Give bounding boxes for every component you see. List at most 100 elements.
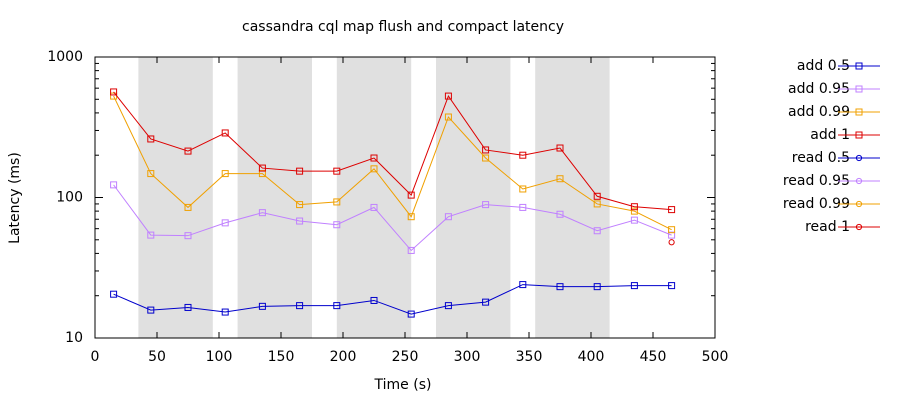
legend-label: read 0.99 [783, 196, 850, 212]
data-point [630, 203, 638, 211]
data-point [668, 206, 676, 214]
y-axis-label: Latency (ms) [7, 152, 23, 244]
data-point [184, 147, 192, 155]
y-tick-label: 1000 [47, 49, 83, 65]
data-point [668, 282, 676, 290]
data-point [668, 226, 676, 234]
x-tick-label: 500 [702, 349, 729, 365]
x-tick-label: 100 [206, 349, 233, 365]
legend-label: read 0.5 [792, 150, 850, 166]
band [237, 57, 312, 338]
data-point [147, 231, 155, 239]
data-point [370, 203, 378, 211]
data-point [370, 165, 378, 173]
data-point [110, 88, 118, 96]
x-tick-label: 350 [516, 349, 543, 365]
data-point [333, 167, 341, 175]
band [138, 57, 213, 338]
data-point [296, 201, 304, 209]
data-point [482, 298, 490, 306]
series-line [113, 95, 672, 231]
data-point [370, 296, 378, 304]
band [535, 57, 610, 338]
data-point [221, 308, 229, 316]
data-point [556, 175, 564, 183]
x-tick-label: 250 [392, 349, 419, 365]
data-point [556, 283, 564, 291]
data-point [258, 164, 266, 172]
legend-label: add 0.95 [788, 81, 850, 97]
legend-marker [855, 62, 863, 70]
data-point [407, 213, 415, 221]
data-point [258, 209, 266, 217]
series-line [113, 184, 672, 252]
data-point [407, 191, 415, 199]
data-point [444, 302, 452, 310]
data-point [296, 217, 304, 225]
data-point [593, 227, 601, 235]
legend-marker [855, 154, 863, 162]
data-point [630, 207, 638, 215]
data-point [630, 282, 638, 290]
data-point [333, 198, 341, 206]
data-point [110, 181, 118, 189]
data-point [184, 203, 192, 211]
legend-marker [855, 108, 863, 116]
data-point [482, 201, 490, 209]
data-point [593, 200, 601, 208]
data-point [333, 221, 341, 229]
legend-marker [855, 85, 863, 93]
data-point [407, 246, 415, 254]
x-tick-label: 400 [578, 349, 605, 365]
data-point [593, 283, 601, 291]
x-tick-label: 50 [148, 349, 166, 365]
data-point [519, 203, 527, 211]
x-tick-label: 150 [268, 349, 295, 365]
data-point [444, 213, 452, 221]
series-line [113, 284, 672, 315]
data-point [258, 302, 266, 310]
chart-title: cassandra cql map flush and compact late… [242, 19, 564, 35]
legend-marker [855, 177, 863, 185]
data-point [221, 129, 229, 137]
x-tick-label: 300 [454, 349, 481, 365]
data-point [519, 185, 527, 193]
legend-marker [855, 131, 863, 139]
x-axis-label: Time (s) [374, 377, 432, 393]
data-point [147, 170, 155, 178]
data-point [482, 154, 490, 162]
series-line [113, 91, 672, 211]
data-point [482, 146, 490, 154]
x-tick-label: 450 [640, 349, 667, 365]
legend-marker [855, 223, 863, 231]
x-tick-label: 0 [91, 349, 100, 365]
data-point [296, 302, 304, 310]
data-point [333, 302, 341, 310]
data-point [221, 219, 229, 227]
data-point [519, 281, 527, 289]
data-point [668, 231, 676, 239]
data-point [444, 92, 452, 100]
legend-marker [855, 200, 863, 208]
data-point [444, 113, 452, 121]
data-point [370, 154, 378, 162]
data-point [110, 290, 118, 298]
legend-label: add 0.99 [788, 104, 850, 120]
data-point [147, 135, 155, 143]
data-point [556, 210, 564, 218]
y-tick-label: 10 [65, 330, 83, 346]
data-point [407, 310, 415, 318]
legend-label: add 0.5 [797, 58, 850, 74]
data-point [221, 170, 229, 178]
legend-label: add 1 [810, 127, 850, 143]
legend-label: read 1 [805, 219, 850, 235]
data-point [184, 232, 192, 240]
data-point [556, 144, 564, 152]
data-point [630, 216, 638, 224]
data-point [668, 239, 675, 246]
data-point [184, 303, 192, 311]
data-point [519, 151, 527, 159]
data-point [147, 306, 155, 314]
y-tick-label: 100 [56, 190, 83, 206]
band [336, 57, 412, 338]
